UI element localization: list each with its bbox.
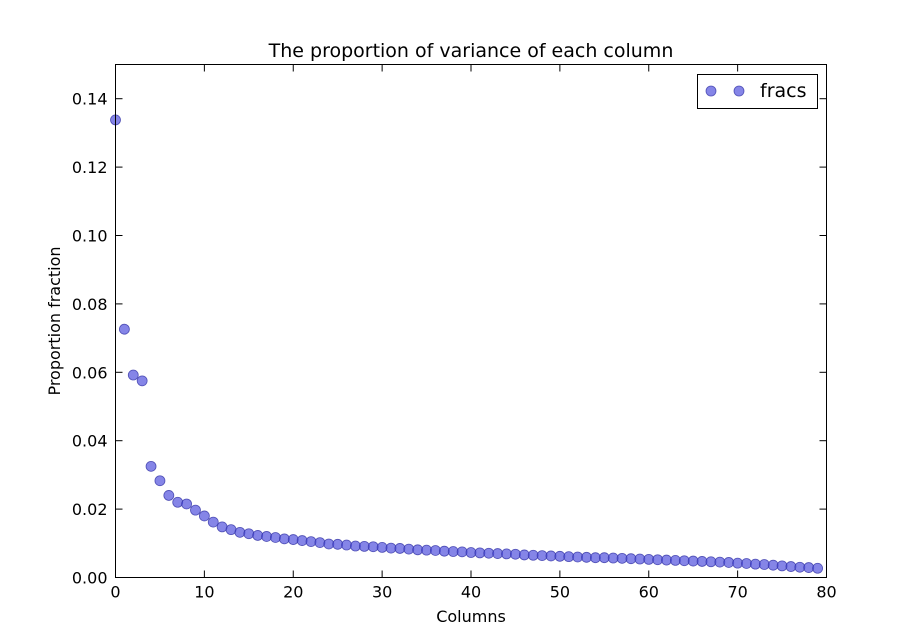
y-tick-label: 0.10 [72,227,108,246]
data-point [287,534,299,545]
x-tick-label: 30 [372,583,392,602]
x-tick-label: 40 [461,583,481,602]
data-point [785,561,797,572]
legend: fracs [697,74,818,109]
data-point [430,545,441,556]
x-tick-label: 70 [727,583,747,602]
data-point [225,524,237,536]
data-point [198,510,210,522]
data-point [456,546,468,558]
data-point [332,538,344,550]
x-tick-label: 80 [816,583,836,602]
data-point [403,543,415,555]
data-point [145,460,157,472]
data-point [136,375,148,387]
data-point [216,521,228,533]
legend-marker-1 [705,85,717,97]
x-tick-label: 20 [283,583,303,602]
data-point [376,542,388,553]
data-point [758,559,770,570]
chart-title: The proportion of variance of each colum… [268,40,674,62]
x-tick-label: 60 [639,583,659,602]
data-point [261,531,272,542]
x-tick-label: 10 [194,583,214,602]
x-tick-label: 50 [550,583,570,602]
data-point [243,528,255,540]
data-point [776,560,788,572]
data-point [367,541,379,553]
x-tick-label: 0 [110,583,120,602]
legend-marker-2 [733,85,745,97]
data-point [305,536,317,547]
y-tick-label: 0.12 [72,158,108,177]
data-point [270,532,281,543]
data-point [341,539,352,551]
data-point [163,490,175,501]
legend-label: fracs [760,80,807,102]
x-axis-label: Columns [436,607,506,626]
data-point [767,559,779,571]
data-point [181,498,193,510]
data-point [741,558,752,569]
legend-box [697,74,818,109]
data-points [110,114,824,574]
data-point [172,496,184,508]
data-point [252,530,264,541]
y-tick-label: 0.02 [72,500,108,519]
data-point [118,323,130,335]
y-tick-label: 0.08 [72,295,108,314]
data-point [190,504,201,516]
data-point [812,562,824,574]
data-point [234,526,246,538]
data-point [510,548,521,560]
y-tick-label: 0.14 [72,90,108,109]
plot-frame [115,64,827,578]
y-tick-label: 0.04 [72,432,108,451]
y-axis-label: Proportion fraction [45,246,64,395]
data-point [314,537,326,549]
data-point [296,535,308,546]
y-tick-label: 0.00 [72,569,108,588]
data-point [803,562,815,573]
y-tick-label: 0.06 [72,363,108,382]
tick-layer: 0 10 20 30 40 50 60 70 80 0.00 0.02 0.04 0.06 0.08 0.1… [72,64,837,602]
data-point [127,369,139,381]
data-point [154,475,166,487]
data-point [278,533,290,545]
data-point [723,557,735,568]
data-point [207,516,219,528]
data-point [394,543,406,554]
